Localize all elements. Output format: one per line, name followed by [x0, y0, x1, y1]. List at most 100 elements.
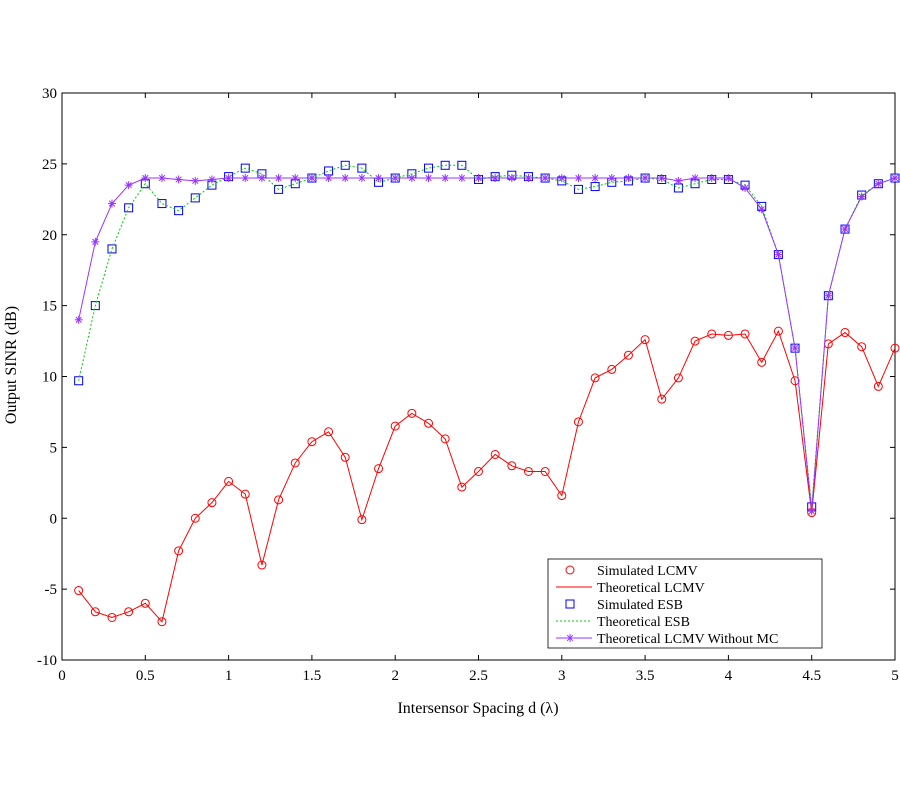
legend-swatch-marker: [566, 634, 574, 642]
data-point: [224, 174, 233, 183]
data-point: [657, 394, 667, 404]
x-tick-label: 1: [225, 668, 233, 684]
x-tick-label: 0: [58, 668, 66, 684]
data-point: [691, 174, 700, 183]
series-line: [78, 329, 896, 623]
data-point: [424, 174, 433, 183]
data-point: [190, 193, 200, 203]
data-point: [790, 376, 800, 386]
data-point: [573, 184, 583, 194]
data-point: [507, 174, 516, 183]
data-point: [724, 174, 733, 183]
data-point: [741, 183, 750, 192]
data-point: [623, 350, 633, 360]
legend-items: Simulated LCMV Theoretical LCMV Simulated …: [556, 564, 778, 647]
data-point: [90, 301, 100, 311]
data-point: [673, 373, 683, 383]
data-point: [90, 607, 100, 617]
data-point: [891, 174, 899, 183]
series-line-star: [74, 174, 899, 516]
data-point: [607, 364, 617, 374]
data-point: [757, 205, 766, 214]
data-point: [491, 174, 500, 183]
x-tick-label: 1.5: [303, 668, 322, 684]
y-tick-label: 5: [50, 440, 58, 456]
data-point: [91, 237, 100, 246]
data-point: [874, 179, 883, 188]
data-point: [241, 174, 250, 183]
data-point: [374, 174, 383, 183]
x-tick-label: 4.5: [802, 668, 821, 684]
data-point: [157, 617, 167, 627]
data-point: [257, 174, 266, 183]
data-point: [524, 174, 533, 183]
data-point: [474, 466, 483, 476]
data-point: [74, 376, 84, 386]
x-tick-label: 4: [725, 668, 733, 684]
data-point: [107, 199, 116, 208]
x-tick-label: 3: [558, 668, 566, 684]
data-point: [290, 458, 300, 468]
legend-label: Simulated LCMV: [597, 564, 698, 579]
data-point: [274, 174, 283, 183]
data-point: [574, 174, 583, 183]
data-point: [507, 461, 517, 471]
data-point: [124, 607, 134, 617]
data-point: [74, 586, 84, 596]
x-axis: 0 0.5 1 1.5 2 2.5 3 3.5 4 4.5 5: [58, 93, 899, 684]
data-point: [191, 176, 200, 185]
data-point: [407, 408, 417, 418]
y-tick-label: 15: [42, 299, 57, 315]
legend-item: Theoretical ESB: [556, 615, 690, 630]
data-point: [474, 174, 483, 183]
data-point: [791, 344, 800, 353]
data-point: [124, 181, 133, 190]
data-point: [624, 174, 633, 183]
data-point: [690, 336, 700, 346]
data-point: [457, 482, 467, 492]
data-point: [541, 174, 550, 183]
legend-label: Theoretical LCMV Without MC: [597, 632, 778, 647]
data-point: [107, 612, 117, 622]
data-point: [557, 174, 566, 183]
data-point: [591, 174, 600, 183]
data-point: [824, 291, 833, 300]
legend-item: Simulated ESB: [565, 598, 683, 613]
data-point: [341, 174, 350, 183]
data-point: [641, 174, 650, 183]
data-point: [307, 174, 316, 183]
x-axis-title: Intersensor Spacing d (λ): [397, 700, 558, 717]
data-point: [640, 335, 650, 345]
y-tick-label: 0: [50, 511, 58, 527]
data-point: [757, 357, 767, 367]
data-point: [357, 163, 367, 173]
data-point: [357, 174, 366, 183]
data-point: [257, 560, 267, 570]
x-tick-label: 3.5: [636, 668, 655, 684]
data-point: [307, 437, 317, 447]
y-tick-label: -5: [45, 582, 58, 598]
data-point: [607, 174, 616, 183]
x-tick-label: 2.5: [469, 668, 488, 684]
y-tick-label: 10: [42, 370, 57, 386]
data-point: [157, 199, 167, 209]
data-point: [657, 174, 666, 183]
data-point: [774, 250, 783, 259]
data-point: [324, 174, 333, 183]
data-point: [340, 160, 350, 170]
data-point: [840, 328, 850, 338]
data-point: [391, 174, 400, 183]
data-point: [390, 421, 400, 431]
data-point: [324, 427, 334, 437]
legend-label: Theoretical ESB: [597, 615, 690, 630]
data-point: [457, 174, 466, 183]
data-point: [374, 464, 384, 474]
data-point: [841, 225, 850, 234]
legend-label: Simulated ESB: [597, 598, 683, 613]
data-point: [557, 491, 567, 501]
data-point: [174, 206, 184, 216]
data-point: [174, 175, 183, 184]
data-point: [124, 203, 134, 213]
data-point: [773, 326, 783, 336]
data-point: [140, 598, 150, 608]
